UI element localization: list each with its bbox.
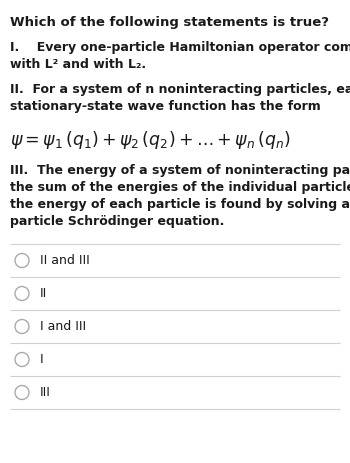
Text: II: II (40, 287, 47, 300)
Text: Which of the following statements is true?: Which of the following statements is tru… (10, 16, 329, 29)
Text: particle Schrödinger equation.: particle Schrödinger equation. (10, 215, 224, 228)
Text: I: I (40, 353, 44, 366)
Text: with L² and with L₂.: with L² and with L₂. (10, 58, 146, 71)
Text: II and III: II and III (40, 254, 90, 267)
Text: III.  The energy of a system of noninteracting particles is: III. The energy of a system of nonintera… (10, 164, 350, 177)
Text: the sum of the energies of the individual particles, where: the sum of the energies of the individua… (10, 181, 350, 194)
Text: II.  For a system of n noninteracting particles, each: II. For a system of n noninteracting par… (10, 83, 350, 96)
Text: I.    Every one-particle Hamiltonian operator commutes: I. Every one-particle Hamiltonian operat… (10, 41, 350, 54)
Text: I and III: I and III (40, 320, 86, 333)
Text: the energy of each particle is found by solving a one-: the energy of each particle is found by … (10, 198, 350, 211)
Text: III: III (40, 386, 51, 399)
Text: stationary-state wave function has the form: stationary-state wave function has the f… (10, 100, 321, 113)
Text: $\psi = \psi_1\,(q_1) + \psi_2\,(q_2) +\ldots+\psi_n\,(q_n)$: $\psi = \psi_1\,(q_1) + \psi_2\,(q_2) +\… (10, 129, 290, 151)
